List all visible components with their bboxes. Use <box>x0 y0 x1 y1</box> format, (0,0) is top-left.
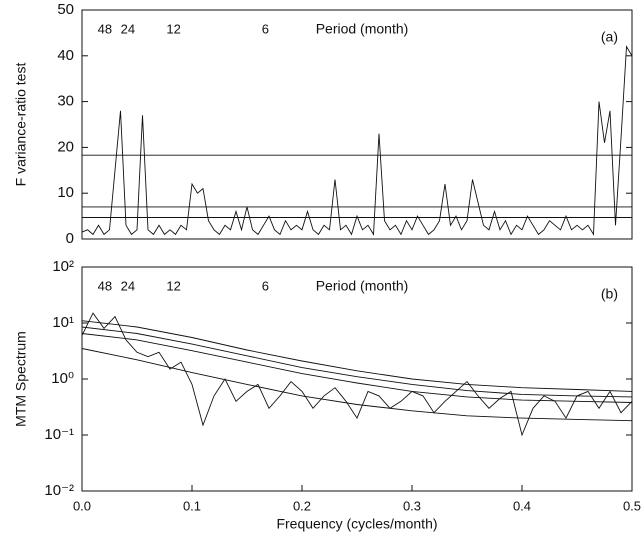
y-tick-label: 10² <box>52 258 74 275</box>
data-line <box>81 326 633 398</box>
data-line <box>81 333 633 403</box>
data-line <box>81 312 633 437</box>
period-tick-label: 48 <box>98 278 112 293</box>
data-line <box>81 320 633 392</box>
x-tick-label: 0.1 <box>183 498 201 513</box>
period-tick-label: 24 <box>121 278 135 293</box>
y-tick-label: 10⁰ <box>51 370 74 387</box>
period-tick-label: 6 <box>262 278 269 293</box>
period-tick-label: 12 <box>166 21 180 36</box>
period-tick-label: 24 <box>121 21 135 36</box>
x-tick-label: 0.2 <box>293 498 311 513</box>
y-axis-label: MTM Spectrum <box>13 331 29 427</box>
y-tick-label: 30 <box>57 93 74 110</box>
y-tick-label: 10⁻¹ <box>44 426 74 443</box>
period-label: Period (month) <box>316 278 409 294</box>
period-tick-label: 6 <box>262 21 269 36</box>
y-tick-label: 10¹ <box>52 314 74 331</box>
plot-frame <box>81 9 633 240</box>
x-tick-label: 0.5 <box>623 498 641 513</box>
period-tick-label: 12 <box>166 278 180 293</box>
data-line <box>81 348 633 422</box>
y-tick-label: 40 <box>57 47 74 64</box>
period-tick-label: 48 <box>98 21 112 36</box>
y-tick-label: 10⁻² <box>44 482 74 499</box>
data-line <box>81 45 633 236</box>
y-axis-label: F variance-ratio test <box>13 63 29 187</box>
plot-frame <box>81 266 633 492</box>
panel-label: (b) <box>601 286 618 302</box>
period-label: Period (month) <box>316 21 409 37</box>
panel-label: (a) <box>601 29 618 45</box>
x-tick-label: 0.0 <box>73 498 91 513</box>
y-tick-label: 10 <box>57 184 74 201</box>
x-tick-label: 0.4 <box>513 498 531 513</box>
y-tick-label: 50 <box>57 1 74 18</box>
x-axis-label: Frequency (cycles/month) <box>276 516 437 532</box>
x-tick-label: 0.3 <box>403 498 421 513</box>
y-tick-label: 0 <box>66 230 74 247</box>
y-tick-label: 20 <box>57 138 74 155</box>
